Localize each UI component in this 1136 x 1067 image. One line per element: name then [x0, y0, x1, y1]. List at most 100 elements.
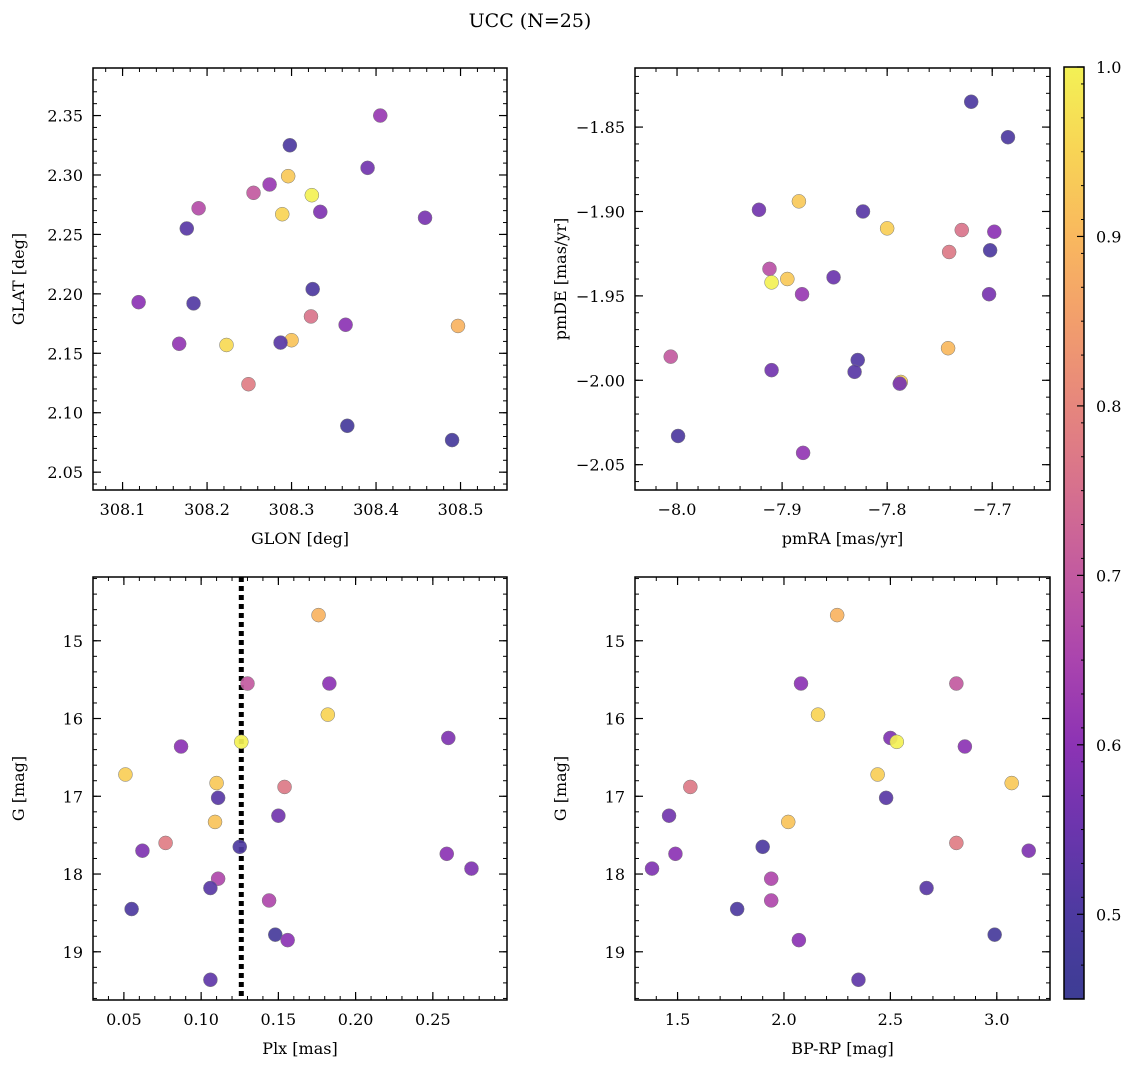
- x-axis-label: Plx [mas]: [262, 1039, 337, 1058]
- scatter-point: [171, 336, 187, 352]
- data-points: [118, 607, 479, 988]
- y-axis-label: pmDE [mas/yr]: [551, 218, 570, 341]
- scatter-point: [870, 767, 885, 782]
- scatter-point: [762, 261, 777, 277]
- scatter-point: [987, 224, 1002, 239]
- y-tick-label: 18: [605, 865, 625, 884]
- scatter-point: [246, 185, 261, 201]
- plot-frame: [634, 67, 1051, 491]
- panel-plx-g: 0.05 0.10 0.15 0.20 0.25 15 16 17 18 19 Plx [mas] G…: [9, 576, 508, 1058]
- x-tick-label: 1.5: [665, 1010, 690, 1029]
- scatter-point: [282, 138, 298, 153]
- scatter-point: [940, 340, 956, 356]
- scatter-point: [209, 775, 224, 791]
- scatter-point: [191, 201, 206, 216]
- scatter-point: [280, 168, 296, 184]
- scatter-point: [661, 808, 677, 823]
- scatter-point: [764, 362, 779, 378]
- scatter-point: [275, 206, 290, 222]
- scatter-point: [232, 839, 248, 855]
- scatter-point: [173, 739, 189, 754]
- scatter-point: [729, 901, 745, 917]
- scatter-point: [949, 676, 964, 691]
- scatter-point: [313, 204, 328, 220]
- scatter-point: [791, 194, 807, 209]
- y-tick-label: 15: [63, 632, 83, 651]
- scatter-point: [763, 893, 779, 908]
- scatter-point: [268, 927, 283, 942]
- y-tick-label: 2.15: [47, 344, 83, 363]
- scatter-point: [892, 376, 908, 391]
- x-tick-label: 0.15: [261, 1010, 297, 1029]
- scatter-point: [879, 221, 895, 236]
- scatter-point: [755, 839, 770, 855]
- scatter-point: [464, 861, 479, 876]
- scatter-point: [303, 309, 319, 324]
- scatter-point: [847, 364, 862, 380]
- scatter-point: [340, 418, 355, 434]
- scatter-point: [234, 734, 249, 750]
- scatter-point: [791, 932, 807, 948]
- x-axis-label: pmRA [mas/yr]: [782, 529, 904, 548]
- x-tick-label: 3.0: [984, 1010, 1009, 1029]
- y-tick-label: −2.00: [576, 371, 625, 390]
- colorbar-tick-label: 0.9: [1096, 227, 1121, 246]
- scatter-point: [219, 337, 234, 353]
- scatter-point: [240, 676, 255, 691]
- x-axis-label: BP-RP [mag]: [791, 1039, 893, 1058]
- scatter-point: [417, 210, 433, 226]
- x-tick-label: 0.10: [183, 1010, 219, 1029]
- scatter-point: [644, 861, 660, 876]
- x-axis-label: GLON [deg]: [251, 529, 349, 548]
- x-tick-label: 308.4: [353, 500, 399, 519]
- scatter-point: [305, 281, 320, 297]
- scatter-point: [780, 814, 796, 830]
- scatter-point: [963, 94, 979, 110]
- scatter-point: [751, 202, 767, 218]
- scatter-point: [919, 880, 934, 896]
- scatter-point: [271, 808, 286, 823]
- scatter-point: [124, 901, 139, 917]
- y-axis-label: GLAT [deg]: [9, 233, 28, 325]
- scatter-point: [683, 779, 698, 795]
- scatter-point: [444, 432, 460, 448]
- scatter-point: [794, 286, 810, 302]
- panels: 308.1 308.2 308.3 308.4 308.5 2.05 2.10 2.15 2.2…: [9, 67, 1051, 1058]
- scatter-point: [987, 927, 1002, 942]
- y-tick-label: −1.95: [576, 287, 625, 306]
- scatter-point: [277, 779, 292, 795]
- x-tick-label: 0.05: [106, 1010, 142, 1029]
- scatter-point: [851, 972, 866, 988]
- scatter-point: [311, 607, 326, 623]
- minor-ticks: [93, 67, 507, 490]
- colorbar-tick-label: 1.0: [1096, 58, 1121, 77]
- scatter-point: [780, 271, 795, 287]
- scatter-point: [118, 767, 133, 782]
- scatter-point: [373, 108, 388, 123]
- scatter-point: [441, 730, 456, 746]
- scatter-point: [668, 846, 683, 862]
- scatter-point: [941, 244, 957, 260]
- colorbar-tick-label: 0.6: [1096, 736, 1121, 755]
- scatter-point: [1021, 843, 1036, 858]
- scatter-point: [158, 835, 173, 851]
- scatter-point: [670, 428, 686, 444]
- x-tick-label: −7.9: [763, 500, 802, 519]
- scatter-point: [210, 790, 226, 806]
- scatter-point: [764, 275, 779, 290]
- y-tick-label: −2.05: [576, 456, 625, 475]
- y-tick-label: 17: [63, 787, 83, 806]
- y-tick-label: −1.90: [576, 202, 625, 221]
- scatter-point: [304, 187, 320, 203]
- x-tick-label: 2.0: [771, 1010, 796, 1029]
- scatter-point: [360, 160, 375, 176]
- scatter-point: [981, 286, 997, 302]
- scatter-point: [763, 871, 779, 886]
- x-tick-label: −8.0: [658, 500, 697, 519]
- panel-cmd: 1.5 2.0 2.5 3.0 15 16 17 18 19 BP-RP [mag] G [mag]: [551, 576, 1051, 1058]
- x-tick-label: 0.20: [338, 1010, 374, 1029]
- scatter-point: [982, 243, 998, 258]
- scatter-point: [186, 296, 201, 311]
- y-tick-label: 2.25: [47, 225, 83, 244]
- y-tick-label: 16: [605, 710, 625, 729]
